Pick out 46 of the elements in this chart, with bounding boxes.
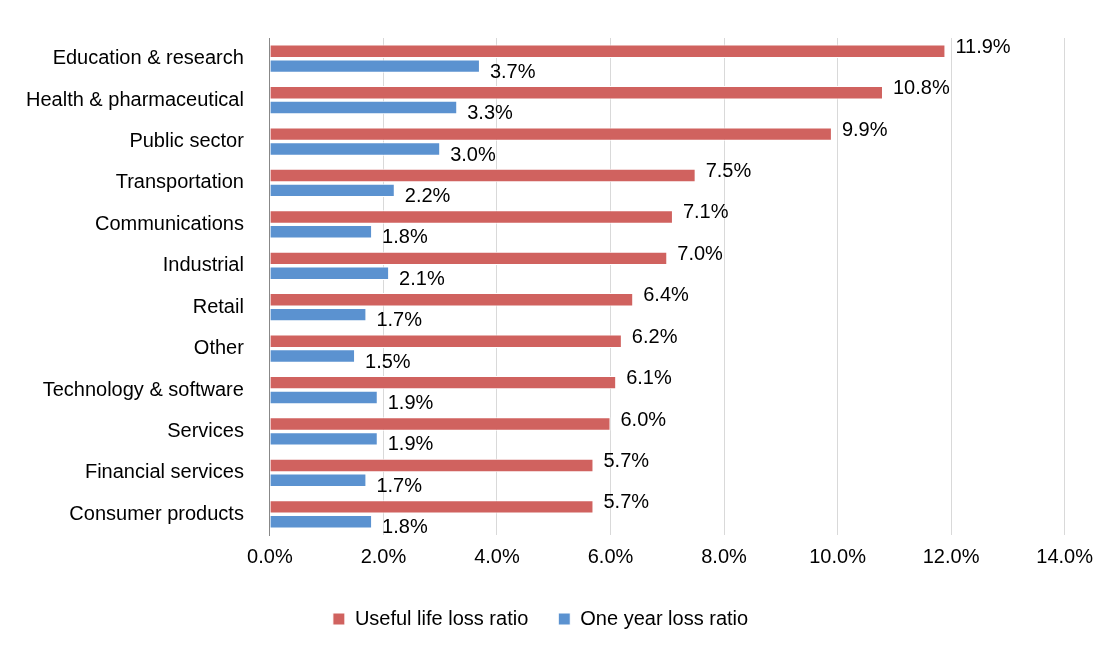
- y-tick-label: Technology & software: [42, 377, 244, 400]
- data-label: 6.1%: [626, 366, 672, 389]
- y-tick-label: Services: [167, 418, 244, 441]
- data-label: 1.8%: [382, 225, 428, 248]
- data-label: 2.1%: [399, 266, 445, 289]
- x-tick-label: 0.0%: [247, 544, 293, 567]
- data-label: 5.7%: [603, 490, 650, 513]
- data-label: 1.9%: [387, 432, 434, 455]
- x-tick-label: 4.0%: [474, 544, 520, 567]
- data-label: 1.7%: [376, 473, 423, 496]
- y-tick-label: Public sector: [129, 129, 245, 152]
- data-label: 1.7%: [376, 308, 423, 331]
- x-tick-label: 14.0%: [1036, 544, 1094, 567]
- y-tick-label: Communications: [94, 211, 244, 234]
- data-label: 6.2%: [631, 324, 678, 347]
- x-tick-label: 6.0%: [587, 544, 634, 567]
- x-tick-label: 2.0%: [360, 544, 407, 567]
- legend-label: One year loss ratio: [580, 606, 749, 629]
- x-tick-label: 10.0%: [809, 544, 867, 567]
- data-label: 6.4%: [643, 283, 690, 306]
- data-label: 11.9%: [955, 34, 1011, 57]
- data-label: 7.0%: [677, 241, 724, 264]
- data-label: 7.5%: [705, 159, 752, 182]
- y-tick-label: Industrial: [162, 253, 244, 276]
- data-label: 9.9%: [841, 117, 888, 140]
- x-tick-label: 12.0%: [922, 544, 980, 567]
- data-label: 2.2%: [404, 183, 451, 206]
- data-label: 3.3%: [467, 101, 514, 124]
- data-label: 7.1%: [682, 200, 729, 223]
- y-tick-label: Consumer products: [69, 501, 244, 524]
- data-label: 1.5%: [365, 349, 411, 372]
- y-tick-label: Education & research: [52, 46, 244, 69]
- y-tick-label: Other: [193, 336, 245, 359]
- data-label: 1.8%: [382, 515, 428, 538]
- y-tick-label: Financial services: [84, 460, 244, 483]
- y-tick-label: Transportation: [115, 170, 244, 193]
- data-label: 3.7%: [489, 59, 536, 82]
- data-label: 5.7%: [603, 448, 650, 471]
- data-label: 1.9%: [387, 391, 434, 414]
- legend-label: Useful life loss ratio: [354, 606, 529, 629]
- x-tick-label: 8.0%: [701, 544, 748, 567]
- data-label: 6.0%: [620, 407, 667, 430]
- data-label: 3.0%: [450, 142, 496, 165]
- y-tick-label: Retail: [192, 294, 244, 317]
- y-tick-label: Health & pharmaceutical: [26, 87, 244, 110]
- data-label: 10.8%: [892, 76, 950, 99]
